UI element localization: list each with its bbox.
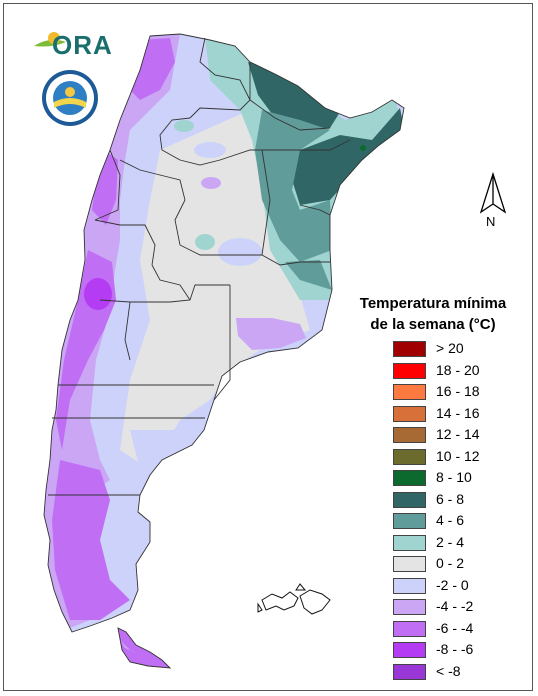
legend-label: 0 - 2 bbox=[436, 555, 465, 571]
legend-title-line-2: de la semana (°C) bbox=[370, 316, 496, 333]
north-arrow-icon bbox=[479, 172, 507, 214]
legend-item: 14 - 16 bbox=[393, 403, 523, 425]
legend-label: 10 - 12 bbox=[436, 447, 480, 464]
legend-swatch bbox=[393, 642, 426, 658]
legend-item: 4 - 6 bbox=[393, 510, 523, 532]
legend: > 20 18 - 20 16 - 18 14 - 16 12 - 14 10 … bbox=[393, 338, 523, 682]
legend-label: 12 - 14 bbox=[436, 426, 480, 442]
legend-swatch bbox=[393, 620, 426, 637]
province-boundaries bbox=[43, 33, 405, 633]
legend-label: > 20 bbox=[436, 340, 464, 356]
legend-label: 6 - 8 bbox=[436, 490, 465, 507]
legend-swatch bbox=[393, 513, 426, 529]
legend-item: < -8 bbox=[393, 661, 523, 683]
legend-item: 8 - 10 bbox=[393, 467, 523, 489]
legend-item: -4 - -2 bbox=[393, 596, 523, 618]
legend-item: 18 - 20 bbox=[393, 360, 523, 382]
legend-label: 16 - 18 bbox=[436, 383, 480, 399]
smn-seal-icon bbox=[42, 70, 98, 126]
legend-item: 16 - 18 bbox=[393, 381, 523, 403]
tierra-del-fuego bbox=[117, 627, 172, 669]
legend-swatch bbox=[393, 599, 426, 615]
legend-swatch bbox=[393, 362, 426, 379]
legend-label: -8 - -6 bbox=[436, 641, 474, 657]
legend-label: -2 - 0 bbox=[436, 576, 469, 593]
legend-item: -8 - -6 bbox=[393, 639, 523, 661]
legend-swatch bbox=[393, 405, 426, 422]
legend-label: 14 - 16 bbox=[436, 404, 480, 421]
legend-label: -4 - -2 bbox=[436, 598, 474, 614]
north-label: N bbox=[486, 214, 496, 229]
legend-item: > 20 bbox=[393, 338, 523, 360]
legend-swatch bbox=[393, 384, 426, 400]
legend-item: 12 - 14 bbox=[393, 424, 523, 446]
legend-swatch bbox=[393, 427, 426, 443]
legend-item: -6 - -4 bbox=[393, 618, 523, 640]
legend-swatch bbox=[393, 448, 426, 465]
legend-item: 2 - 4 bbox=[393, 532, 523, 554]
legend-label: 2 - 4 bbox=[436, 533, 465, 550]
legend-label: 4 - 6 bbox=[436, 512, 465, 528]
legend-swatch bbox=[393, 663, 426, 680]
legend-label: 8 - 10 bbox=[436, 469, 472, 485]
legend-swatch bbox=[393, 534, 426, 551]
ora-sun-leaf-icon bbox=[34, 32, 66, 47]
legend-item: 0 - 2 bbox=[393, 553, 523, 575]
legend-item: 6 - 8 bbox=[393, 489, 523, 511]
legend-swatch bbox=[393, 577, 426, 594]
warm-spot bbox=[360, 145, 366, 151]
malvinas-islands bbox=[257, 583, 331, 615]
legend-item: -2 - 0 bbox=[393, 575, 523, 597]
ora-wordmark: ORA bbox=[52, 30, 113, 60]
legend-swatch bbox=[393, 470, 426, 486]
legend-title-line-1: Temperatura mínima bbox=[359, 295, 507, 312]
legend-item: 10 - 12 bbox=[393, 446, 523, 468]
legend-swatch bbox=[393, 556, 426, 572]
legend-swatch bbox=[393, 341, 426, 357]
legend-swatch bbox=[393, 491, 426, 508]
legend-label: -6 - -4 bbox=[436, 619, 474, 636]
legend-title: Temperatura mínima de la semana (°C) bbox=[344, 293, 522, 335]
legend-label: 18 - 20 bbox=[436, 361, 480, 378]
legend-label: < -8 bbox=[436, 662, 461, 679]
